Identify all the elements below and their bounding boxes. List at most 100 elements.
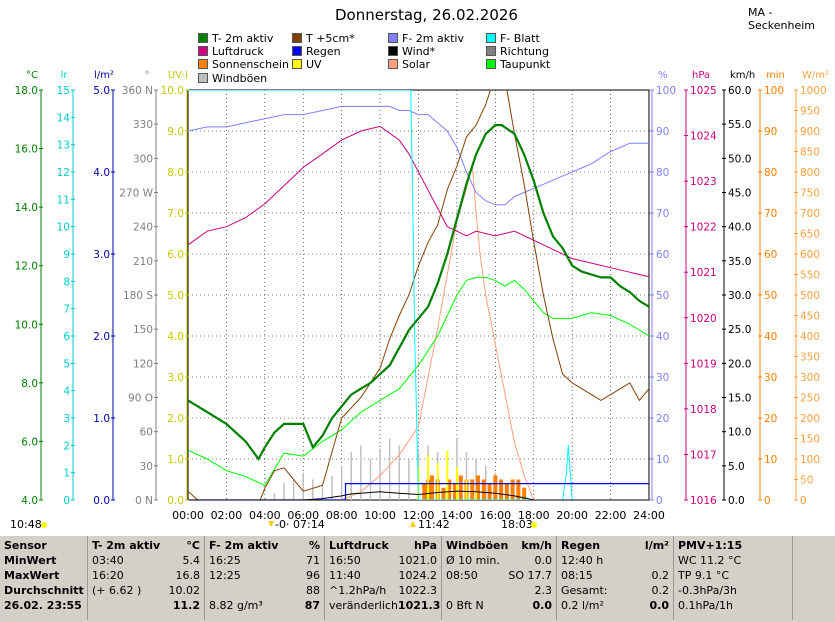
table-header-title: Windböen <box>446 539 509 552</box>
chart-title: Donnerstag, 26.02.2026 <box>335 6 518 24</box>
table-cell-value: 0.0 <box>649 599 670 612</box>
right-tick-label: 850 <box>800 147 820 159</box>
right-tick-label: 10 <box>764 454 777 466</box>
right-tick-label: 1019 <box>690 358 717 370</box>
table-cell-value: 5.4 <box>182 554 201 567</box>
right-tick-label: 30 <box>764 372 777 384</box>
table-cell-label: ^1.2hPa/h <box>329 584 387 597</box>
x-tick-label: 22:00 <box>595 509 627 522</box>
table-header-title: Regen <box>561 539 601 552</box>
right-tick-label: 50.0 <box>728 153 751 165</box>
left-tick-label: 0.0 <box>167 495 184 507</box>
x-tick-label: 14:00 <box>441 509 473 522</box>
right-tick-label: 500 <box>800 290 820 302</box>
sunshine-bar <box>429 475 434 500</box>
left-tick-label: 12.0 <box>15 261 38 273</box>
table-row: 0.2 l/m² 0.0 <box>561 598 669 613</box>
legend-swatch <box>486 46 496 56</box>
table-cell-value: 2.3 <box>534 584 553 597</box>
left-tick-label: 2 <box>63 440 70 452</box>
table-header: Windböen km/h <box>446 538 552 553</box>
table-row: 0 Bft N 0.0 <box>446 598 552 613</box>
series-line-wind <box>188 490 649 500</box>
table-row: Ø 10 min. 0.0 <box>446 553 552 568</box>
left-axis-unit: UV-I <box>168 70 188 81</box>
series-line-taupunkt <box>188 276 649 487</box>
table-cell-label: veränderlich <box>329 599 398 612</box>
left-tick-label: 3.0 <box>167 372 184 384</box>
table-cell-label: MinWert <box>4 554 57 567</box>
right-tick-label: 550 <box>800 270 820 282</box>
right-tick-label: 60 <box>656 249 669 261</box>
series-line-solar <box>188 163 649 500</box>
legend-item: F- Blatt <box>486 32 540 45</box>
moon-icon <box>41 522 47 528</box>
right-tick-label: 60 <box>764 249 777 261</box>
legend-swatch <box>486 59 496 69</box>
left-tick-label: 0.0 <box>93 495 110 507</box>
left-axis-unit: ° <box>145 70 150 81</box>
right-tick-label: 800 <box>800 167 820 179</box>
sunrise-icon <box>268 521 274 527</box>
right-tick-label: 90 <box>656 126 669 138</box>
right-tick-label: 1020 <box>690 313 717 325</box>
table-cell-label: 0.1hPa/1h <box>678 599 734 612</box>
table-row: 2.3 <box>446 583 553 598</box>
left-tick-label: 1.0 <box>93 413 110 425</box>
right-tick-label: 50 <box>656 290 669 302</box>
left-tick-label: 210 <box>133 256 153 268</box>
left-tick-label: 2.0 <box>93 331 110 343</box>
right-tick-label: 200 <box>800 413 820 425</box>
left-axis-unit: lr <box>61 70 69 81</box>
right-tick-label: 40 <box>764 331 777 343</box>
legend-item: Solar <box>388 58 430 71</box>
legend-label: T +5cm* <box>306 32 355 45</box>
left-tick-label: 7.0 <box>167 208 184 220</box>
sunshine-bar <box>447 479 452 500</box>
table-row: 11.2 <box>92 598 200 613</box>
right-tick-label: 1000 <box>800 85 827 97</box>
legend-label: Taupunkt <box>500 58 551 71</box>
right-tick-label: 750 <box>800 188 820 200</box>
series-line-t-2m-aktiv <box>188 123 649 462</box>
legend-item: Luftdruck <box>198 45 264 58</box>
sunshine-bar <box>422 483 427 500</box>
table-column: PMV+1:15 WC 11.2 °C TP 9.1 °C -0.3hPa/3h 0.1… <box>674 536 793 620</box>
table-header-unit: % <box>308 539 320 552</box>
table-cell-value: 16.8 <box>175 569 201 582</box>
right-tick-label: 55.0 <box>728 119 751 131</box>
table-cell-label: 16:50 <box>329 554 361 567</box>
left-tick-label: 10.0 <box>15 319 38 331</box>
legend-swatch <box>388 33 398 43</box>
left-tick-label: 6.0 <box>21 436 38 448</box>
table-column: Windböen km/h Ø 10 min. 0.0 08:50 SO 17.7 2.3 0… <box>442 536 557 620</box>
table-cell-value: 87 <box>304 599 320 612</box>
right-tick-label: 80 <box>764 167 777 179</box>
left-tick-label: 14.0 <box>15 202 38 214</box>
legend-swatch <box>292 59 302 69</box>
legend-swatch <box>198 59 208 69</box>
left-tick-label: 0 <box>63 495 70 507</box>
table-row: 26.02. 23:55 <box>4 598 83 613</box>
right-tick-label: 300 <box>800 372 820 384</box>
left-tick-label: 14 <box>57 112 71 124</box>
table-cell-value: 1021.0 <box>398 554 438 567</box>
table-header-unit: °C <box>186 539 200 552</box>
right-tick-label: 0.0 <box>728 495 745 507</box>
sunshine-bar <box>516 479 521 500</box>
right-tick-label: 60.0 <box>728 85 751 97</box>
legend-swatch <box>198 73 208 83</box>
legend-label: Windböen <box>212 72 268 85</box>
table-header: Sensor <box>4 538 83 553</box>
right-tick-label: 650 <box>800 229 820 241</box>
legend-item: F- 2m aktiv <box>388 32 464 45</box>
left-tick-label: 13 <box>57 140 70 152</box>
series-line-regen <box>188 483 649 500</box>
table-row: 16:20 16.8 <box>92 568 200 583</box>
sunrise-label: -0· <box>275 518 289 531</box>
table-row: ^1.2hPa/h 1022.3 <box>329 583 437 598</box>
table-row: 0.1hPa/1h <box>678 598 788 613</box>
x-tick-label: 08:00 <box>326 509 358 522</box>
table-cell-label: MaxWert <box>4 569 60 582</box>
right-tick-label: 20 <box>656 413 669 425</box>
